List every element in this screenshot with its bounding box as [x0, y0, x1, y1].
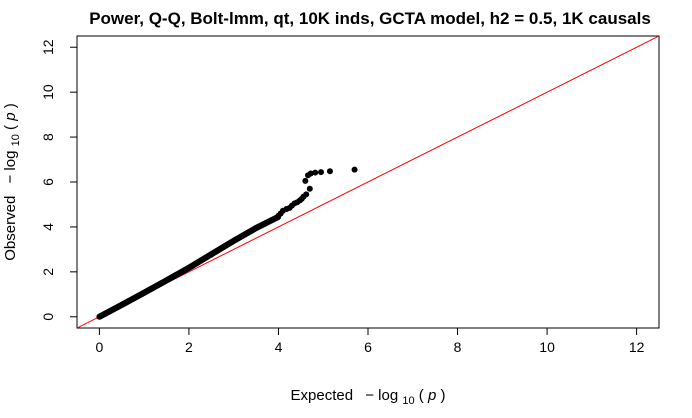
- x-axis-label-log: log: [378, 387, 398, 404]
- x-tick-label: 10: [539, 339, 555, 355]
- y-tick-label: 0: [40, 313, 56, 321]
- x-tick-label: 8: [454, 339, 462, 355]
- chart-title: Power, Q-Q, Bolt-lmm, qt, 10K inds, GCTA…: [89, 9, 651, 28]
- y-axis-label-open: (: [2, 125, 19, 130]
- y-tick-label: 6: [40, 178, 56, 186]
- qq-point: [303, 191, 310, 198]
- x-axis-label-sub: 10: [402, 395, 414, 407]
- qq-point: [302, 177, 309, 184]
- x-axis-label-prefix: Expected: [291, 387, 354, 404]
- y-axis-label-prefix: Observed: [2, 196, 19, 261]
- y-tick-label: 4: [40, 223, 56, 231]
- x-tick-label: 4: [275, 339, 283, 355]
- qq-point: [317, 169, 324, 176]
- y-tick-label: 8: [40, 133, 56, 141]
- x-axis-label-open: (: [419, 387, 424, 404]
- qq-point: [312, 169, 319, 176]
- x-axis: 0 2 4 6 8 10 12: [95, 328, 645, 355]
- data-points: [96, 166, 358, 320]
- y-tick-label: 10: [40, 84, 56, 100]
- y-axis-label-var: p: [2, 112, 19, 121]
- x-axis-label-var: p: [427, 387, 436, 404]
- y-axis-label-log: log: [2, 151, 19, 171]
- x-axis-label-close: ): [440, 387, 445, 404]
- x-tick-label: 0: [95, 339, 103, 355]
- y-axis-label-minus: −: [2, 175, 19, 184]
- y-tick-label: 12: [40, 39, 56, 55]
- y-axis-label: Observed − log 10 ( p ): [2, 103, 23, 260]
- y-tick-label: 2: [40, 268, 56, 276]
- y-axis: 0 2 4 6 8 10 12: [40, 39, 77, 321]
- x-axis-label: Expected − log 10 ( p ): [291, 387, 446, 408]
- x-tick-label: 6: [364, 339, 372, 355]
- x-tick-label: 12: [629, 339, 645, 355]
- qq-point: [351, 166, 358, 173]
- qq-point: [306, 185, 313, 192]
- qq-point: [326, 168, 333, 175]
- qq-point: [307, 170, 314, 177]
- y-axis-label-close: ): [2, 103, 19, 108]
- x-tick-label: 2: [185, 339, 193, 355]
- y-axis-label-sub: 10: [10, 134, 22, 146]
- x-axis-label-minus: −: [365, 387, 374, 404]
